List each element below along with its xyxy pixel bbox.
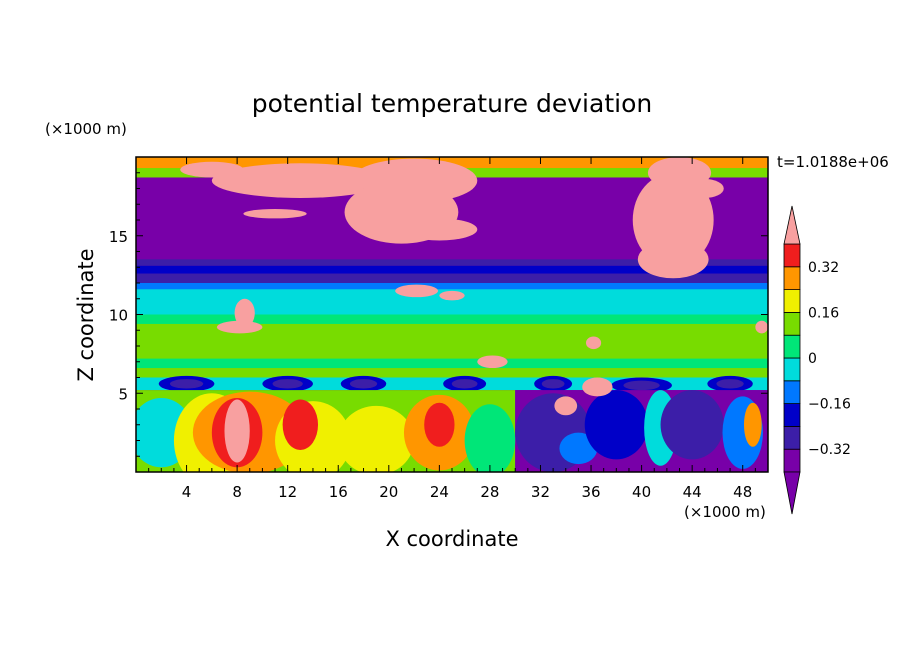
heatmap-patch <box>716 379 744 389</box>
colorbar-segment <box>783 448 801 473</box>
heatmap-patch <box>349 379 378 389</box>
time-label: t=1.0188e+06 <box>777 153 889 171</box>
heatmap-band <box>136 314 768 324</box>
plot-area <box>136 157 768 472</box>
heatmap-band <box>136 157 768 169</box>
heatmap-patch <box>224 399 250 463</box>
heatmap-band <box>136 273 768 283</box>
heatmap-patch <box>755 320 768 334</box>
heatmap-patch <box>169 379 204 389</box>
colorbar-label: 0.16 <box>808 305 839 321</box>
colorbar-segment <box>783 380 801 404</box>
x-units-label: (×1000 m) <box>684 503 766 521</box>
x-tick-label: 44 <box>683 483 702 501</box>
heatmap-patch <box>743 402 762 447</box>
heatmap-patch <box>559 432 598 465</box>
chart-title: potential temperature deviation <box>252 89 652 118</box>
colorbar-segment <box>783 334 801 359</box>
x-tick-label: 40 <box>632 483 651 501</box>
heatmap-patch <box>660 390 724 460</box>
colorbar-label: 0.32 <box>808 260 839 276</box>
colorbar-segment <box>783 311 801 336</box>
heatmap-patch <box>582 377 613 397</box>
colorbar-segment <box>783 425 801 450</box>
colorbar-label: −0.16 <box>808 397 851 413</box>
y-units-label: (×1000 m) <box>45 120 127 138</box>
x-tick-label: 8 <box>232 483 242 501</box>
heatmap-patch <box>632 172 714 268</box>
heatmap-patch <box>685 179 724 198</box>
colorbar-segment <box>783 266 801 290</box>
x-tick-label: 32 <box>531 483 550 501</box>
heatmap-patch <box>338 405 415 472</box>
x-tick-label: 48 <box>733 483 752 501</box>
x-tick-label: 4 <box>182 483 192 501</box>
heatmap-band <box>136 358 768 369</box>
heatmap-band <box>136 259 768 266</box>
x-tick-label: 12 <box>278 483 297 501</box>
heatmap-patch <box>637 240 709 279</box>
heatmap-band <box>136 265 768 274</box>
heatmap-patch <box>234 298 255 328</box>
colorbar-segment <box>783 403 801 427</box>
colorbar-segment <box>783 243 801 268</box>
x-axis: 4 8 12 16 20 24 28 32 36 40 44 48 <box>148 157 756 501</box>
x-axis-label: X coordinate <box>385 527 518 551</box>
x-tick-label: 16 <box>329 483 348 501</box>
heatmap-patch <box>424 402 455 447</box>
heatmap-patch <box>477 355 508 369</box>
y-axis: 5 10 15 <box>109 172 768 457</box>
heatmap-patch <box>272 379 303 389</box>
heatmap-patch <box>439 290 465 301</box>
y-tick-label: 10 <box>109 307 128 325</box>
colorbar-segment <box>783 357 801 382</box>
heatmap-patch <box>541 379 565 389</box>
x-tick-label: 24 <box>430 483 449 501</box>
heatmap-patch <box>464 404 516 472</box>
heatmap-patch <box>554 396 578 416</box>
heatmap-patch <box>395 284 439 298</box>
heatmap-patch <box>623 380 660 391</box>
colorbar-segment <box>783 289 801 313</box>
heatmap-patch <box>451 379 478 389</box>
x-tick-label: 36 <box>581 483 600 501</box>
heatmap-patch <box>401 218 478 241</box>
y-tick-label: 5 <box>118 385 128 403</box>
heatmap-patch <box>211 163 389 198</box>
colorbar-label: −0.32 <box>808 442 851 458</box>
heatmap-patch <box>243 208 307 219</box>
y-tick-label: 15 <box>109 228 128 246</box>
x-tick-label: 20 <box>379 483 398 501</box>
colorbar-extend-min <box>783 471 801 515</box>
heatmap-patch <box>584 390 648 460</box>
colorbar-extend-max <box>783 205 801 245</box>
colorbar-label: 0 <box>808 351 817 367</box>
x-tick-label: 28 <box>480 483 499 501</box>
heatmap-patch <box>585 336 602 350</box>
colorbar: 0.32 0.16 0 −0.16 −0.32 <box>783 205 851 515</box>
y-axis-label: Z coordinate <box>74 248 98 381</box>
heatmap-band <box>136 283 768 290</box>
heatmap-patch <box>282 399 319 450</box>
